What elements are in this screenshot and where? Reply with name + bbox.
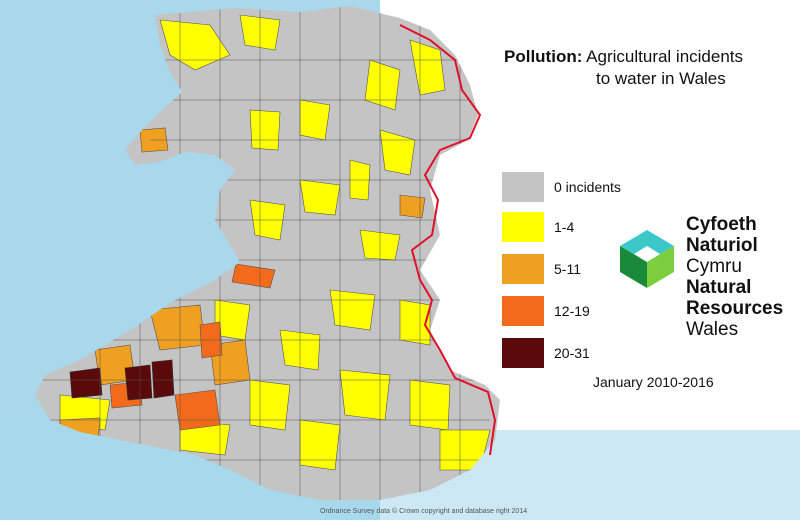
legend-item-0: 0 incidents xyxy=(502,172,662,202)
legend-label-1: 1-4 xyxy=(554,219,575,235)
legend-item-4: 20-31 xyxy=(502,338,662,368)
legend-label-2: 5-11 xyxy=(554,261,581,277)
copyright-credit: Ordnance Survey data © Crown copyright a… xyxy=(320,508,528,515)
legend-swatch-2 xyxy=(502,254,544,284)
logo-line-1: Cyfoeth xyxy=(686,214,757,235)
logo-line-5: Resources xyxy=(686,298,784,319)
logo-line-6: Wales xyxy=(686,319,739,340)
title-line1: Agricultural incidents xyxy=(586,47,744,66)
date-range: January 2010-2016 xyxy=(593,374,714,390)
legend-label-4: 20-31 xyxy=(554,345,590,361)
legend-swatch-4 xyxy=(502,338,544,368)
title-line2: to water in Wales xyxy=(596,69,726,88)
wales-england-border xyxy=(399,24,497,456)
map-title: Pollution: Agricultural incidents to wat… xyxy=(504,46,743,90)
cyfoeth-naturiol-logo-icon xyxy=(620,230,674,288)
nrw-logo: Cyfoeth Naturiol Cymru Natural Resources… xyxy=(612,214,800,344)
legend-item-3: 12-19 xyxy=(502,296,662,326)
legend-item-1: 1-4 xyxy=(502,212,662,242)
land-england xyxy=(420,0,800,430)
logo-wordmark: Cyfoeth Naturiol Cymru Natural Resources… xyxy=(686,214,783,340)
legend-item-2: 5-11 xyxy=(502,254,662,284)
legend-swatch-3 xyxy=(502,296,544,326)
legend-swatch-1 xyxy=(502,212,544,242)
legend-swatch-0 xyxy=(502,172,544,202)
legend-label-3: 12-19 xyxy=(554,303,590,319)
title-prefix: Pollution: xyxy=(504,47,583,66)
catchments-20-31 xyxy=(69,359,175,401)
logo-line-3: Cymru xyxy=(686,256,742,277)
logo-line-4: Natural xyxy=(686,277,752,298)
legend-label-0: 0 incidents xyxy=(554,179,621,195)
logo-line-2: Naturiol xyxy=(686,235,758,256)
